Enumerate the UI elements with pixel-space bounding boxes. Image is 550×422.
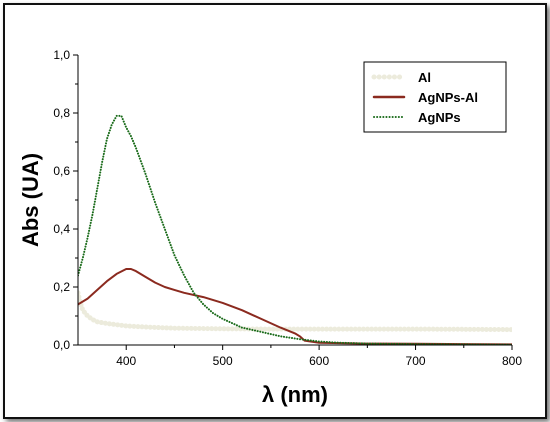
x-tick-label: 600: [309, 354, 329, 368]
y-tick-label: 0,0: [53, 338, 70, 352]
x-axis: 400 500 600 700 800: [78, 344, 522, 368]
legend-label: AgNPs-Al: [418, 90, 478, 105]
y-tick-label: 0,6: [53, 164, 70, 178]
x-axis-title: λ (nm): [262, 382, 328, 407]
x-tick-label: 400: [116, 354, 136, 368]
y-axis-title: Abs (UA): [18, 153, 43, 247]
x-tick-label: 800: [502, 354, 522, 368]
y-tick-label: 1,0: [53, 48, 70, 62]
plot-area: [78, 114, 512, 345]
series-line-agnps: [78, 114, 512, 345]
series-line-al: [78, 290, 512, 333]
x-tick-label: 500: [213, 354, 233, 368]
legend-label: AgNPs: [418, 110, 461, 125]
y-tick-label: 0,4: [53, 222, 70, 236]
x-tick-label: 700: [406, 354, 426, 368]
series-line-agnps-al: [78, 268, 512, 345]
series-group: [78, 114, 512, 345]
legend: Al AgNPs-Al AgNPs: [363, 61, 507, 133]
y-axis: 0,0 0,2 0,4 0,6 0,8 1,0: [53, 48, 79, 352]
y-tick-label: 0,2: [53, 280, 70, 294]
legend-label: Al: [418, 70, 431, 85]
y-tick-label: 0,8: [53, 106, 70, 120]
